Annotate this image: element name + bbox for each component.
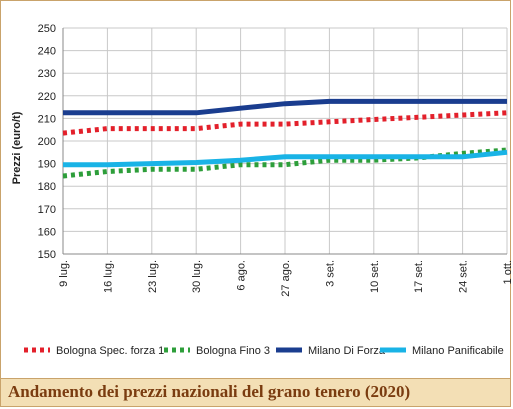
series-line-milano-di-forza: [63, 98, 507, 116]
y-tick-label: 240: [38, 46, 56, 58]
grid-lines: [62, 27, 508, 255]
y-tick-label: 190: [38, 159, 56, 171]
x-axis-ticks: 9 lug. 16 lug. 23 lug. 30 lug. 6 ago. 27 ago.…: [58, 260, 513, 297]
y-tick-label: 220: [38, 91, 56, 103]
y-tick-label: 160: [38, 226, 56, 238]
y-tick-label: 170: [38, 204, 56, 216]
legend-label: Milano Panificabile: [412, 345, 504, 357]
x-tick-label: 23 lug.: [147, 260, 159, 293]
chart-title: Andamento dei prezzi nazionali del grano…: [8, 382, 411, 401]
series-line-milano-panificabile: [63, 149, 508, 168]
y-axis-ticks: 150 160 170 180 190 200 210 220 230 240 250: [38, 23, 56, 261]
x-tick-label: 1 ott.: [502, 260, 513, 284]
x-tick-label: 24 set.: [458, 260, 470, 293]
series-line-bologna-spec-forza-1: [62, 110, 508, 136]
y-tick-label: 210: [38, 113, 56, 125]
y-tick-label: 180: [38, 181, 56, 193]
x-tick-label: 27 ago.: [280, 260, 292, 297]
legend-label: Bologna Spec. forza 1: [56, 345, 164, 357]
legend-label: Milano Di Forza: [308, 345, 386, 357]
series-lines: [62, 98, 508, 179]
legend: Bologna Spec. forza 1 Bologna Fino 3 Milan…: [24, 345, 504, 357]
line-chart: 150 160 170 180 190 200 210 220 230 240 250 9 lug.…: [11, 23, 513, 357]
y-axis-title: Prezzi (euro/t): [11, 111, 23, 184]
y-tick-label: 250: [38, 23, 56, 35]
x-tick-label: 6 ago.: [236, 260, 248, 291]
x-tick-label: 17 set.: [413, 260, 425, 293]
x-tick-label: 9 lug.: [58, 260, 70, 287]
legend-label: Bologna Fino 3: [196, 345, 270, 357]
x-tick-label: 10 set.: [369, 260, 381, 293]
y-tick-label: 200: [38, 136, 56, 148]
x-tick-label: 16 lug.: [102, 260, 114, 293]
y-tick-label: 230: [38, 68, 56, 80]
x-tick-label: 30 lug.: [191, 260, 203, 293]
y-tick-label: 150: [38, 249, 56, 261]
title-bar: Andamento dei prezzi nazionali del grano…: [1, 378, 510, 406]
x-tick-label: 3 set.: [324, 260, 336, 287]
